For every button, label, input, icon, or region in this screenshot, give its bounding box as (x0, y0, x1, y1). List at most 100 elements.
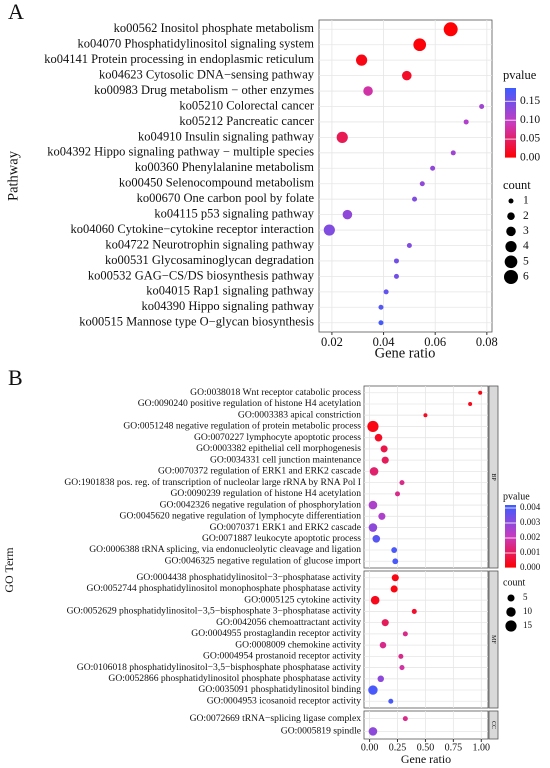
color-tick-label: 0.001 (520, 547, 540, 557)
x-axis-title: Gene ratio (375, 345, 436, 361)
size-key-label: 4 (523, 240, 529, 252)
y-tick-label: GO:0052866 phosphatidylinositol phosphat… (108, 673, 361, 684)
y-tick-label: ko05210 Colorectal cancer (179, 98, 315, 112)
y-tick-label: ko00670 One carbon pool by folate (137, 191, 315, 205)
dot (381, 456, 389, 464)
size-legend-title: count (503, 178, 531, 192)
dot (380, 445, 388, 453)
dot (368, 500, 378, 510)
dot (355, 54, 368, 66)
y-tick-label: GO:0003383 apical constriction (238, 409, 361, 420)
size-key-label: 5 (523, 255, 529, 267)
dot (394, 491, 401, 497)
y-tick-label: GO:0052744 phosphatidylinositol monophos… (87, 583, 362, 594)
size-key (504, 270, 518, 284)
dot (393, 258, 399, 264)
size-key-label: 5 (523, 592, 528, 602)
size-key (505, 240, 517, 253)
y-tick-label: ko00983 Drug metabolism − other enzymes (94, 83, 314, 97)
y-tick-label: GO:0042326 negative regulation of phosph… (160, 499, 362, 510)
size-key (505, 620, 517, 632)
x-axis-title: Gene ratio (401, 752, 451, 766)
color-tick-label: 0.15 (520, 95, 540, 107)
y-tick-label: ko04070 Phosphatidylinositol signaling s… (78, 37, 315, 51)
y-axis-title: GO Term (2, 547, 16, 593)
y-tick-label: GO:0005819 spindle (281, 726, 361, 737)
dot (388, 698, 394, 704)
facet-label: CC (490, 721, 496, 729)
dot (463, 119, 469, 125)
dot (406, 243, 412, 249)
dot (419, 181, 425, 187)
panel-label: B (8, 365, 23, 390)
size-key (504, 255, 518, 269)
dot (392, 558, 399, 565)
dot (372, 534, 381, 543)
size-key-label: 10 (523, 606, 533, 616)
dot (378, 512, 386, 520)
size-key-label: 2 (523, 210, 529, 222)
facet-strip (488, 570, 499, 709)
y-tick-label: GO:0038018 Wnt receptor catabolic proces… (190, 387, 361, 398)
y-tick-label: GO:0051248 negative regulation of protei… (123, 421, 361, 432)
y-tick-label: ko00531 Glycosaminoglycan degradation (105, 253, 315, 267)
y-tick-label: ko04060 Cytokine−cytokine receptor inter… (71, 222, 315, 236)
dot (323, 224, 335, 236)
y-tick-label: GO:0034331 cell junction maintenance (210, 454, 361, 465)
y-tick-label: GO:0035091 phosphatidylinositol binding (198, 684, 361, 695)
dot (368, 727, 378, 736)
y-tick-label: GO:0106018 phosphatidylinositol−3,5−bisp… (77, 662, 361, 673)
color-tick-label: 0.004 (520, 502, 541, 512)
dot (342, 209, 353, 220)
y-tick-label: GO:0090239 regulation of histone H4 acet… (170, 488, 361, 499)
x-tick-label: 0.25 (389, 742, 407, 753)
size-legend-title: count (503, 577, 525, 588)
dot (363, 86, 373, 96)
color-bar (505, 88, 516, 158)
y-tick-label: GO:0070372 regulation of ERK1 and ERK2 c… (158, 466, 361, 477)
x-tick-label: 1.00 (473, 742, 491, 753)
dot (478, 390, 483, 395)
size-key-label: 15 (523, 620, 533, 630)
dot (336, 131, 348, 143)
color-bar (505, 505, 516, 568)
dot (391, 574, 399, 582)
y-tick-label: GO:0004954 prostanoid receptor activity (203, 651, 361, 662)
y-tick-label: GO:1901838 pos. reg. of transcription of… (64, 477, 361, 488)
color-legend-title: pvalue (503, 491, 530, 502)
dot (399, 665, 405, 671)
dot (402, 631, 408, 637)
facet-strip (488, 710, 499, 740)
y-tick-label: GO:0046325 negative regulation of glucos… (165, 555, 362, 566)
dot (378, 304, 384, 310)
dot (402, 70, 412, 81)
color-tick-label: 0.10 (520, 114, 540, 126)
dot (368, 685, 378, 695)
x-tick-label: 0.08 (476, 335, 498, 349)
plot-panel (363, 710, 489, 740)
dot (412, 196, 418, 202)
dot (368, 523, 378, 532)
y-tick-label: GO:0006388 tRNA splicing, via endonucleo… (89, 544, 361, 555)
x-tick-label: 0.02 (321, 335, 343, 349)
dot (379, 641, 387, 649)
dot (393, 273, 399, 279)
y-tick-label: ko00450 Selenocompound metabolism (119, 176, 314, 190)
dot (390, 585, 398, 593)
size-key-label: 3 (523, 225, 529, 237)
x-tick-label: 0.75 (445, 742, 463, 753)
y-tick-label: GO:0003382 epithelial cell morphogenesis (196, 443, 361, 454)
y-tick-label: ko04141 Protein processing in endoplasmi… (44, 52, 314, 66)
x-tick-label: 0.04 (373, 335, 396, 349)
y-tick-label: GO:0070227 lymphocyte apoptotic process (194, 432, 361, 443)
facet-strip (488, 385, 499, 569)
dot (402, 716, 408, 722)
dot (423, 413, 428, 418)
panel-label: A (8, 0, 24, 24)
y-axis-title: Pathway (5, 150, 21, 201)
color-tick-label: 0.000 (520, 562, 541, 572)
color-tick-label: 0.003 (520, 517, 541, 527)
dot (391, 547, 398, 553)
dot (399, 480, 405, 486)
